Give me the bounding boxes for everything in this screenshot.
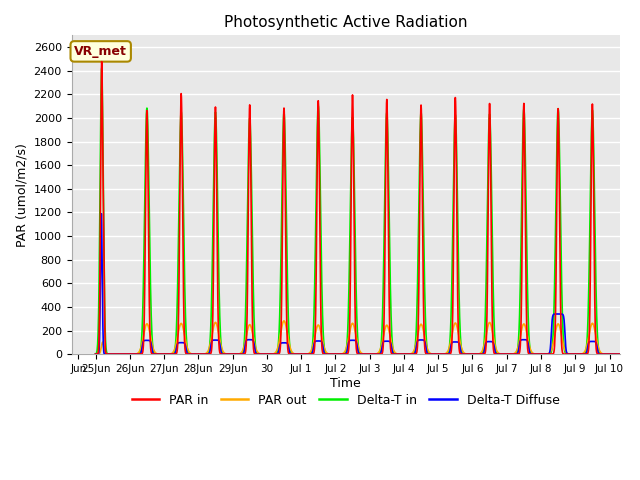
- Title: Photosynthetic Active Radiation: Photosynthetic Active Radiation: [224, 15, 467, 30]
- X-axis label: Time: Time: [330, 377, 361, 390]
- Legend: PAR in, PAR out, Delta-T in, Delta-T Diffuse: PAR in, PAR out, Delta-T in, Delta-T Dif…: [127, 389, 564, 412]
- Text: VR_met: VR_met: [74, 45, 127, 58]
- Y-axis label: PAR (umol/m2/s): PAR (umol/m2/s): [15, 143, 28, 247]
